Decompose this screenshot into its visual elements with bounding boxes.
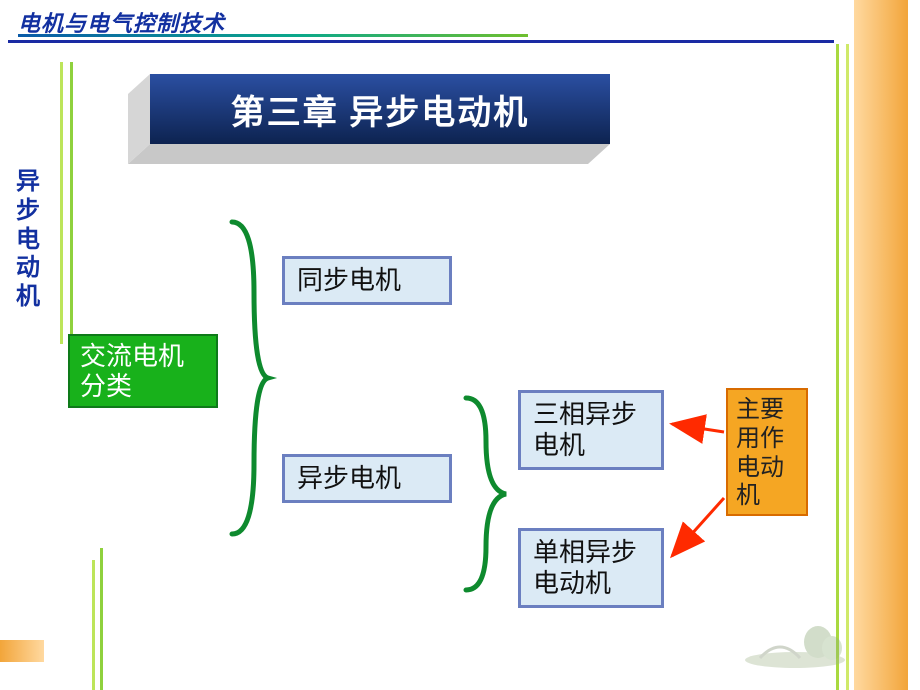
header-underline	[18, 34, 528, 37]
decor-vline	[60, 62, 63, 344]
branch-box-1: 异步电机	[282, 454, 452, 503]
chapter-title: 第三章 异步电动机	[150, 74, 610, 144]
header-rule	[8, 40, 834, 43]
bottom-orange-bar	[0, 640, 44, 662]
right-orange-band	[854, 0, 908, 690]
decor-vline	[100, 548, 103, 690]
decor-vline	[70, 62, 73, 344]
leaf-box-0: 三相异步电机	[518, 390, 664, 470]
decor-vline	[92, 560, 95, 690]
sidebar-vertical-label: 异步电动机	[14, 168, 42, 312]
slide: 电机与电气控制技术 异步电动机 第三章 异步电动机 交流电机分类 同步电机异步电…	[0, 0, 920, 690]
chapter-title-wrap: 第三章 异步电动机	[150, 74, 610, 144]
branch-box-0: 同步电机	[282, 256, 452, 305]
decor-vline	[836, 44, 839, 690]
note-box: 主要用作电动机	[726, 388, 808, 516]
leaf-box-1: 单相异步电动机	[518, 528, 664, 608]
decor-landscape	[740, 608, 850, 668]
root-box: 交流电机分类	[68, 334, 218, 408]
decor-vline	[846, 44, 849, 690]
